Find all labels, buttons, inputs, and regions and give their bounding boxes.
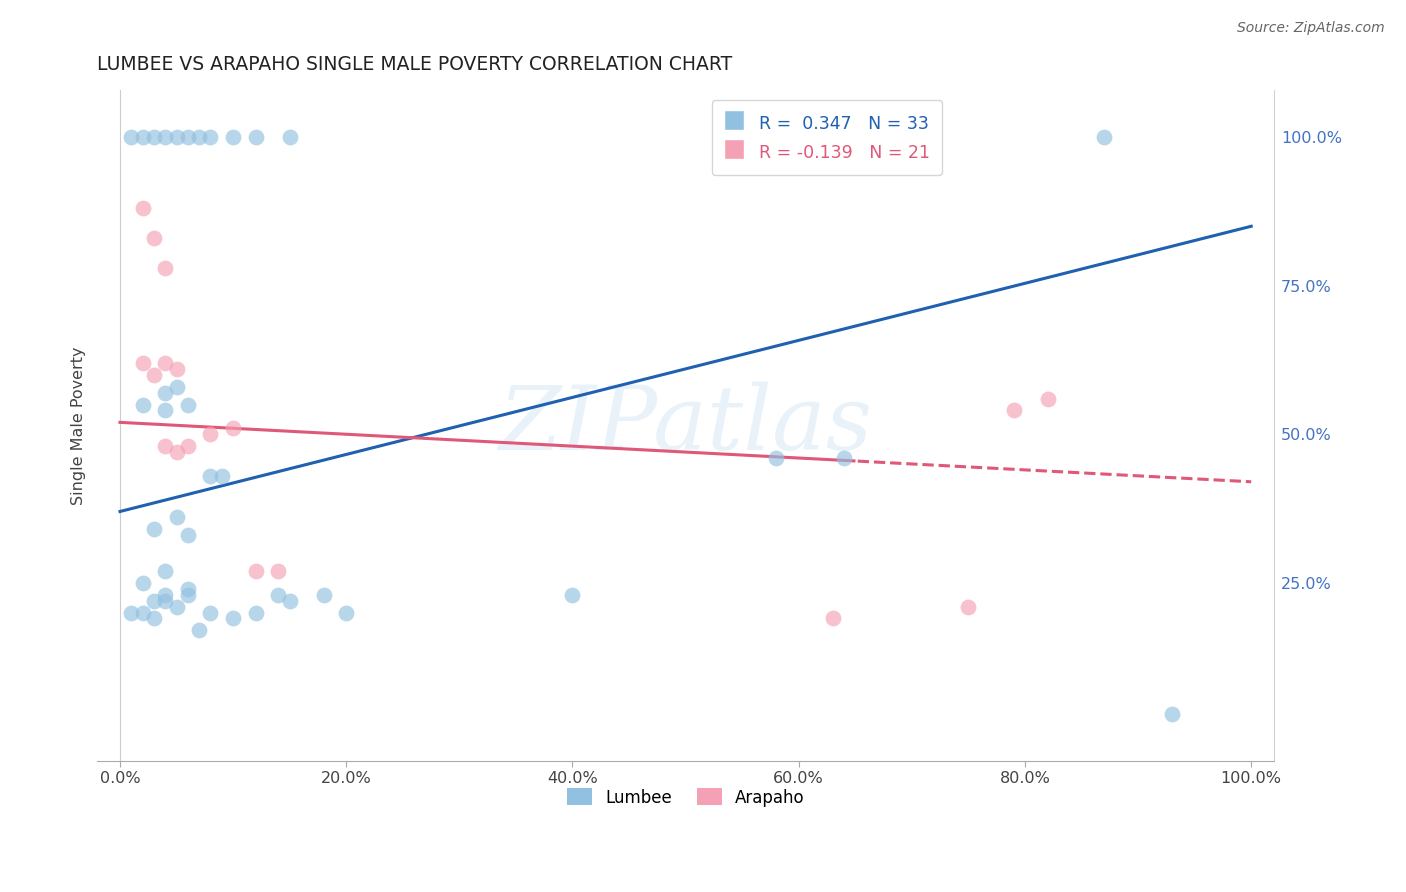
Point xyxy=(177,398,200,412)
Y-axis label: Single Male Poverty: Single Male Poverty xyxy=(72,346,86,505)
Point xyxy=(832,450,855,465)
Point xyxy=(131,606,153,620)
Point xyxy=(155,356,177,370)
Point xyxy=(142,231,165,245)
Point xyxy=(142,130,165,145)
Point xyxy=(188,130,211,145)
Point xyxy=(200,468,222,483)
Point xyxy=(245,564,267,578)
Point xyxy=(335,606,357,620)
Point xyxy=(142,611,165,625)
Point xyxy=(821,611,844,625)
Point xyxy=(267,564,290,578)
Point xyxy=(222,130,245,145)
Point xyxy=(155,403,177,417)
Point xyxy=(211,468,233,483)
Point xyxy=(131,398,153,412)
Point xyxy=(245,130,267,145)
Point xyxy=(131,356,153,370)
Point xyxy=(155,439,177,453)
Point xyxy=(222,611,245,625)
Point xyxy=(177,528,200,542)
Point xyxy=(177,588,200,602)
Point xyxy=(245,606,267,620)
Point xyxy=(200,427,222,442)
Point xyxy=(155,260,177,275)
Point xyxy=(131,575,153,590)
Point xyxy=(267,588,290,602)
Point xyxy=(1092,130,1115,145)
Point xyxy=(188,624,211,638)
Point xyxy=(155,130,177,145)
Text: LUMBEE VS ARAPAHO SINGLE MALE POVERTY CORRELATION CHART: LUMBEE VS ARAPAHO SINGLE MALE POVERTY CO… xyxy=(97,55,733,74)
Point xyxy=(765,450,787,465)
Point xyxy=(166,445,188,459)
Point xyxy=(142,368,165,382)
Point xyxy=(1161,706,1184,721)
Point xyxy=(166,130,188,145)
Point xyxy=(131,130,153,145)
Point xyxy=(1002,403,1025,417)
Point xyxy=(200,130,222,145)
Point xyxy=(222,421,245,435)
Point xyxy=(177,582,200,596)
Point xyxy=(166,510,188,524)
Point xyxy=(155,564,177,578)
Point xyxy=(131,202,153,216)
Legend: Lumbee, Arapaho: Lumbee, Arapaho xyxy=(560,781,811,814)
Point xyxy=(120,130,142,145)
Point xyxy=(1036,392,1059,406)
Point xyxy=(278,593,301,607)
Point xyxy=(957,599,980,614)
Point xyxy=(155,385,177,400)
Point xyxy=(166,380,188,394)
Point xyxy=(142,522,165,536)
Point xyxy=(278,130,301,145)
Point xyxy=(120,606,142,620)
Point xyxy=(561,588,583,602)
Text: ZIPatlas: ZIPatlas xyxy=(499,382,873,469)
Point xyxy=(177,439,200,453)
Text: Source: ZipAtlas.com: Source: ZipAtlas.com xyxy=(1237,21,1385,35)
Point xyxy=(200,606,222,620)
Point xyxy=(166,599,188,614)
Point xyxy=(312,588,335,602)
Point xyxy=(142,593,165,607)
Point xyxy=(166,362,188,376)
Point xyxy=(155,588,177,602)
Point xyxy=(177,130,200,145)
Point xyxy=(155,593,177,607)
